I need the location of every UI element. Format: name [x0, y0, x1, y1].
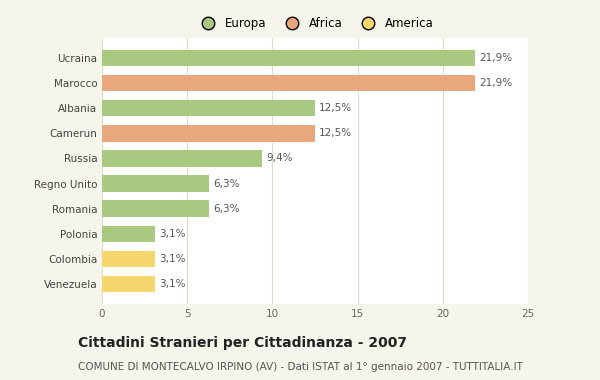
- Text: 12,5%: 12,5%: [319, 103, 352, 113]
- Bar: [102, 50, 475, 66]
- Text: 6,3%: 6,3%: [214, 204, 240, 214]
- Bar: [102, 250, 155, 267]
- Text: 6,3%: 6,3%: [214, 179, 240, 188]
- Bar: [102, 100, 315, 117]
- Bar: [102, 176, 209, 192]
- Text: 3,1%: 3,1%: [159, 279, 185, 289]
- Text: 9,4%: 9,4%: [266, 154, 293, 163]
- Text: 3,1%: 3,1%: [159, 254, 185, 264]
- Bar: [102, 75, 475, 92]
- Bar: [102, 200, 209, 217]
- Text: COMUNE DI MONTECALVO IRPINO (AV) - Dati ISTAT al 1° gennaio 2007 - TUTTITALIA.IT: COMUNE DI MONTECALVO IRPINO (AV) - Dati …: [78, 362, 523, 372]
- Bar: [102, 225, 155, 242]
- Text: 21,9%: 21,9%: [479, 53, 512, 63]
- Bar: [102, 276, 155, 292]
- Bar: [102, 125, 315, 142]
- Text: 3,1%: 3,1%: [159, 229, 185, 239]
- Text: Cittadini Stranieri per Cittadinanza - 2007: Cittadini Stranieri per Cittadinanza - 2…: [78, 336, 407, 350]
- Bar: [102, 150, 262, 166]
- Text: 21,9%: 21,9%: [479, 78, 512, 88]
- Legend: Europa, Africa, America: Europa, Africa, America: [191, 12, 439, 35]
- Text: 12,5%: 12,5%: [319, 128, 352, 138]
